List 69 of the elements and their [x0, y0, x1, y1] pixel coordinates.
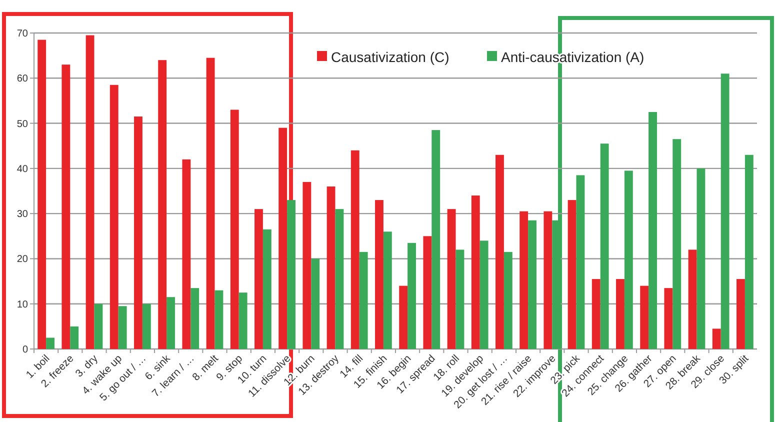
- bar: [544, 211, 552, 349]
- bar: [118, 306, 127, 349]
- bar: [182, 159, 191, 349]
- bar: [383, 232, 392, 349]
- bar: [302, 182, 312, 349]
- bar: [592, 279, 600, 349]
- bar: [110, 84, 118, 349]
- bar: [134, 116, 142, 349]
- bar: [688, 250, 697, 349]
- bar: [496, 154, 504, 349]
- y-tick-label: 10: [16, 299, 28, 310]
- bar: [600, 144, 609, 349]
- bar: [94, 304, 103, 349]
- bar: [423, 236, 432, 349]
- bar: [38, 40, 46, 349]
- bar: [408, 242, 416, 349]
- bar: [262, 229, 272, 349]
- bar: [456, 250, 464, 349]
- bar: [447, 209, 456, 349]
- bar: [142, 304, 151, 349]
- bar: [70, 326, 79, 349]
- bar: [552, 220, 561, 349]
- bar: [375, 200, 384, 349]
- bar: [576, 175, 585, 349]
- bar: [568, 200, 576, 349]
- bar: [736, 279, 745, 349]
- y-tick-label: 50: [16, 118, 28, 130]
- bar: [616, 279, 624, 349]
- bar: [640, 286, 649, 349]
- bar: [230, 110, 239, 349]
- bar: [206, 58, 215, 349]
- bar: [696, 168, 706, 349]
- bar: [672, 139, 682, 349]
- bar: [480, 240, 488, 349]
- y-tick-label: 0: [22, 344, 28, 356]
- bar: [214, 290, 224, 349]
- bar: [166, 297, 175, 349]
- bar: [311, 258, 320, 349]
- bar: [62, 64, 70, 349]
- bar: [254, 209, 263, 349]
- bar: [326, 186, 336, 349]
- bar: [520, 211, 528, 349]
- y-tick-label: 60: [16, 74, 28, 85]
- y-tick-label: 20: [16, 254, 28, 266]
- y-tick-label: 40: [16, 164, 28, 175]
- bar: [504, 252, 512, 349]
- bar: [287, 200, 296, 349]
- bar: [278, 128, 288, 349]
- bar: [664, 288, 673, 349]
- bar: [712, 328, 721, 349]
- bar: [190, 288, 200, 349]
- bar: [350, 150, 360, 349]
- bar: [158, 60, 167, 349]
- bar: [238, 292, 248, 349]
- bar: [399, 286, 408, 349]
- bar: [335, 209, 344, 349]
- y-tick-label: 70: [16, 28, 28, 40]
- y-tick-label: 30: [16, 209, 28, 220]
- legend-label: Causativization (C): [331, 48, 450, 65]
- bar: [86, 35, 94, 349]
- bar: [432, 130, 440, 349]
- bar: [46, 338, 54, 349]
- bar: [471, 196, 480, 349]
- bar: [528, 220, 536, 349]
- bar: [744, 154, 754, 349]
- bar: [720, 74, 730, 349]
- bar: [359, 252, 368, 349]
- bar: [624, 170, 633, 349]
- bar: [648, 112, 657, 349]
